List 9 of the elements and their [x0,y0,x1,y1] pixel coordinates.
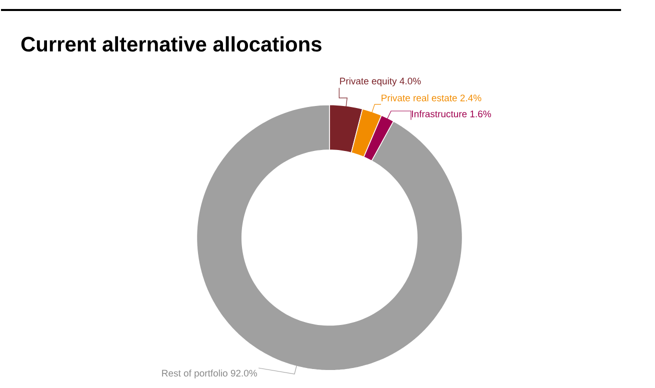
slice-label: Private equity [340,77,397,86]
data-label: 92.0% [230,370,257,376]
data-label: 1.6% [470,110,491,118]
slice-label: Private real estate [382,94,457,102]
slice-label: Infrastructure [412,110,467,118]
data-label: 2.4% [460,94,482,102]
chart-title: Current alternative allocations [21,36,322,52]
slice-label: Rest of portfolio [162,369,228,378]
data-label: 4.0% [400,78,421,84]
